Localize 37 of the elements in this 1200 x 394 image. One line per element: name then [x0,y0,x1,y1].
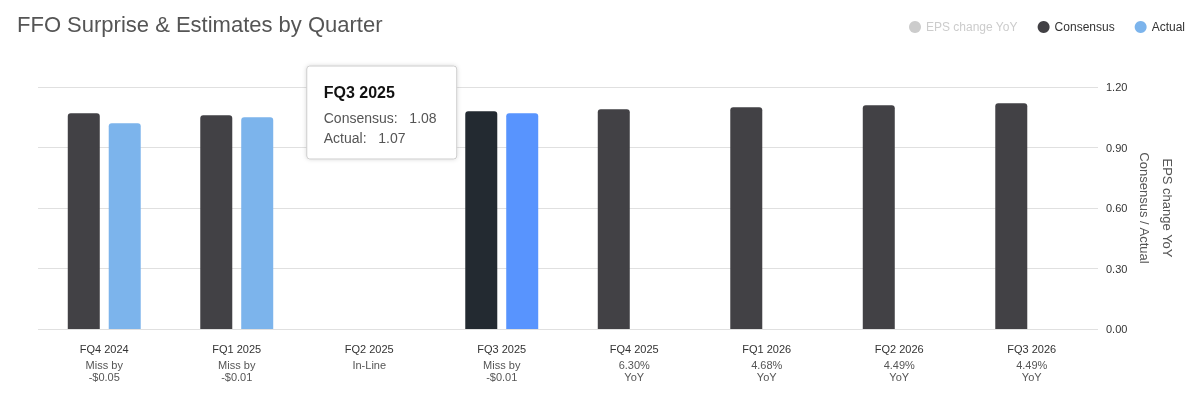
bar [67,113,100,329]
text: 4.49% YoY [883,359,916,383]
x-tick-label: FQ2 2026 [874,342,924,355]
x-tick-label: FQ2 2025 [344,342,394,355]
legend-label: Actual [1151,20,1186,34]
y2-axis-title: EPS change YoY [1160,158,1175,258]
legend-label: Consensus [1054,20,1115,34]
y-tick-label: 0.00 [1106,323,1128,335]
annotation: FQ3 2025 Consensus: 1.08 Actual: 1.07 [323,83,437,146]
x-tick-label: FQ3 2026 [1007,342,1057,355]
x-tick-label: FQ1 2025 [212,342,262,355]
bar [108,123,141,329]
y-tick-label: 1.20 [1106,81,1128,93]
text: 4.68% YoY [751,359,783,383]
bar [241,117,274,329]
text: Miss by -$0.01 [218,359,256,383]
bar [200,115,233,329]
text: Miss by -$0.01 [483,359,521,383]
text: 6.30% YoY [618,359,651,383]
y-tick-label: 0.60 [1106,202,1128,214]
bar [995,103,1028,329]
y-tick-label: 0.30 [1106,262,1128,275]
bar [862,105,895,329]
bar [730,107,763,329]
x-tick-label: FQ4 2025 [609,342,659,355]
y-axis-title: Consensus / Actual [1137,152,1153,264]
chart-title: FFO Surprise & Estimates by Quarter [17,11,383,37]
bar [506,113,539,329]
x-tick-label: FQ3 2025 [477,342,527,355]
text: 4.49% YoY [1016,359,1048,383]
y-tick-label: 0.90 [1106,141,1128,154]
text: Miss by -$0.05 [85,359,124,383]
bar [465,111,498,329]
bar [597,109,630,329]
x-tick-label: FQ4 2024 [79,342,129,355]
x-tick-label: FQ1 2026 [742,342,792,355]
text: In-Line [352,359,387,371]
